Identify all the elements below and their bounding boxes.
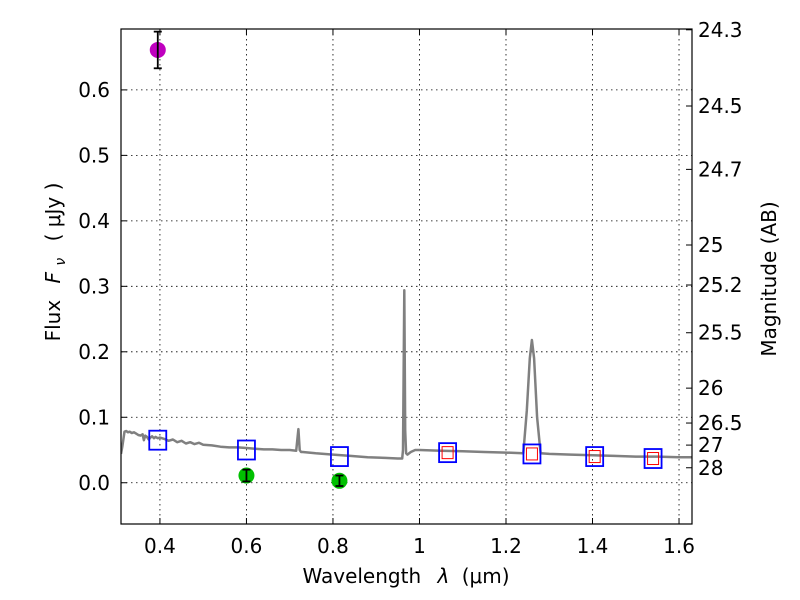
x-axis-label-text: Wavelength [302, 564, 421, 588]
model-photometry-square [148, 429, 168, 451]
model-photometry-square [522, 443, 542, 465]
y-tick-label: 0.2 [78, 340, 110, 364]
y2-tick-label: 24.5 [698, 94, 743, 118]
plot-frame [120, 28, 693, 525]
x-axis-label-symbol: λ [437, 564, 450, 588]
model-photometry-inner-square [441, 446, 454, 460]
plot-area [121, 30, 692, 489]
y-axis-label-unit: ( μJy ) [41, 183, 65, 242]
y-axis-label-text: Flux [41, 300, 65, 342]
y-axis-label: Flux F ν ( μJy ) [41, 183, 70, 342]
model-photometry-square [330, 446, 349, 467]
x-tick-label: 0.4 [144, 534, 176, 558]
x-tick-label: 1 [413, 534, 426, 558]
axis-ticks: 0.4 0.6 0.8 1 1.2 1.4 1.6 0.0 0.1 0.2 0.3 0.4 0.5 0.6… [78, 18, 742, 558]
model-photometry-inner-square [525, 447, 538, 461]
model-photometry-square [237, 439, 256, 461]
model-photometry-inner-square [588, 450, 601, 464]
model-photometry-square [438, 442, 457, 464]
y2-tick-label: 27 [698, 433, 723, 457]
y2-tick-label: 25.5 [698, 321, 743, 345]
x-tick-label: 1.4 [577, 534, 609, 558]
y-tick-label: 0.1 [78, 405, 110, 429]
y-tick-label: 0.5 [78, 143, 110, 167]
x-tick-label: 0.8 [317, 534, 349, 558]
y2-tick-label: 28 [698, 456, 723, 480]
y-axis-label-subscript: ν [53, 258, 69, 266]
y-tick-label: 0.3 [78, 274, 110, 298]
x-tick-label: 1.6 [663, 534, 695, 558]
model-photometry-square [585, 446, 605, 467]
y-tick-label: 0.0 [78, 471, 110, 495]
y2-tick-label: 26 [698, 376, 723, 400]
y2-tick-label: 26.5 [698, 411, 743, 435]
y-axis-label-symbol: F [41, 271, 65, 283]
y2-tick-label: 25 [698, 233, 723, 257]
x-axis-label: Wavelength λ (μm) [302, 564, 509, 588]
x-tick-label: 1.2 [490, 534, 522, 558]
x-tick-label: 0.6 [231, 534, 263, 558]
y2-tick-label: 24.7 [698, 157, 743, 181]
x-axis-label-unit: (μm) [462, 564, 510, 588]
model-photometry-square [643, 448, 663, 469]
y2-tick-label: 25.2 [698, 273, 743, 297]
y-tick-label: 0.4 [78, 209, 110, 233]
model-spectrum-line [121, 289, 692, 460]
model-photometry-inner-square [647, 452, 660, 466]
y-tick-label: 0.6 [78, 78, 110, 102]
y2-axis-label: Magnitude (AB) [757, 201, 781, 356]
series-group [121, 30, 692, 489]
grid [121, 29, 692, 524]
y2-tick-label: 24.3 [698, 18, 743, 42]
